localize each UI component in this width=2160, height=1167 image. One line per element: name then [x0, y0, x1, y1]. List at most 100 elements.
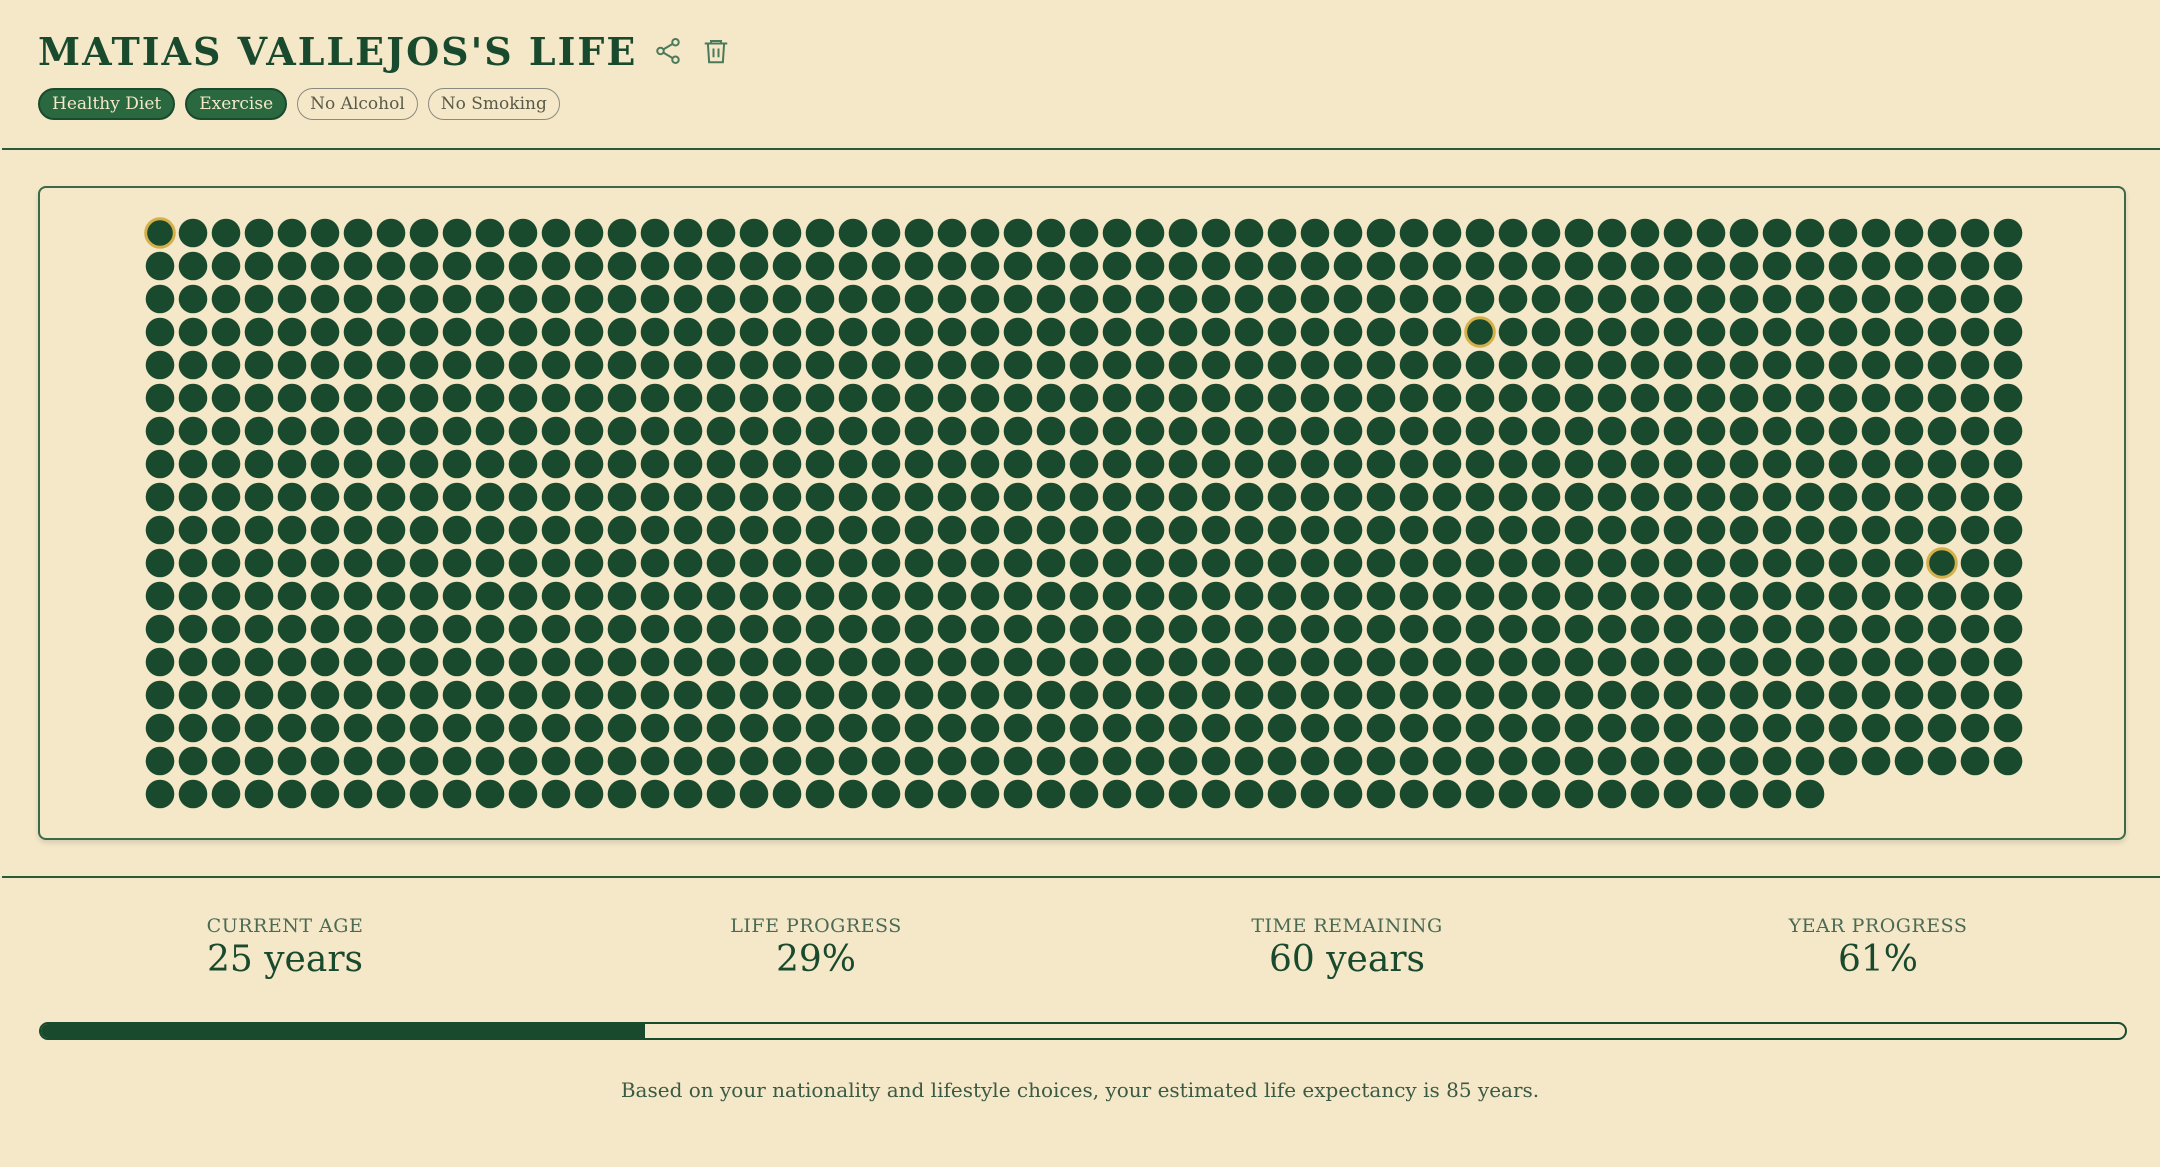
lived-week-dot	[607, 548, 637, 578]
lived-week-dot	[1531, 713, 1561, 743]
lived-week-dot	[838, 482, 868, 512]
tag-exercise[interactable]: Exercise	[185, 88, 288, 120]
lived-week-dot	[277, 449, 307, 479]
lived-week-dot	[145, 746, 175, 776]
lived-week-dot	[310, 482, 340, 512]
lived-week-dot	[409, 515, 439, 545]
lived-week-dot	[1861, 251, 1891, 281]
lived-week-dot	[343, 647, 373, 677]
lived-week-dot	[1762, 647, 1792, 677]
lived-week-dot	[1333, 218, 1363, 248]
lived-week-dot	[1498, 680, 1528, 710]
lived-week-dot	[343, 614, 373, 644]
lived-week-dot	[541, 251, 571, 281]
lived-week-dot	[211, 284, 241, 314]
lived-week-dot	[1234, 746, 1264, 776]
milestone-week-dot	[144, 217, 176, 249]
lived-week-dot	[178, 614, 208, 644]
lived-week-dot	[277, 251, 307, 281]
lived-week-dot	[1036, 317, 1066, 347]
lived-week-dot	[1993, 251, 2023, 281]
lived-week-dot	[1366, 350, 1396, 380]
lived-week-dot	[871, 614, 901, 644]
tag-no-smoking[interactable]: No Smoking	[427, 88, 560, 120]
lived-week-dot	[343, 779, 373, 809]
lived-week-dot	[508, 383, 538, 413]
lived-week-dot	[1729, 317, 1759, 347]
lived-week-dot	[1960, 284, 1990, 314]
lived-week-dot	[1498, 251, 1528, 281]
lived-week-dot	[244, 350, 274, 380]
lived-week-dot	[1267, 383, 1297, 413]
lived-week-dot	[1003, 746, 1033, 776]
lived-week-dot	[508, 581, 538, 611]
lived-week-dot	[541, 548, 571, 578]
lived-week-dot	[1201, 251, 1231, 281]
lived-week-dot	[1531, 383, 1561, 413]
lived-week-dot	[1168, 746, 1198, 776]
lived-week-dot	[640, 482, 670, 512]
lived-week-dot	[409, 416, 439, 446]
lived-week-dot	[1828, 317, 1858, 347]
lived-week-dot	[1531, 779, 1561, 809]
tag-no-alcohol[interactable]: No Alcohol	[297, 88, 418, 120]
lived-week-dot	[1564, 581, 1594, 611]
lived-week-dot	[805, 383, 835, 413]
lived-week-dot	[1729, 350, 1759, 380]
lived-week-dot	[1696, 317, 1726, 347]
lived-week-dot	[442, 482, 472, 512]
lived-week-dot	[970, 449, 1000, 479]
lived-week-dot	[211, 218, 241, 248]
lived-week-dot	[706, 548, 736, 578]
lived-week-dot	[508, 680, 538, 710]
lived-week-dot	[1927, 482, 1957, 512]
lived-week-dot	[1135, 449, 1165, 479]
lived-week-dot	[1366, 614, 1396, 644]
tag-healthy-diet[interactable]: Healthy Diet	[38, 88, 176, 120]
lived-week-dot	[277, 350, 307, 380]
lived-week-dot	[1300, 284, 1330, 314]
lived-week-dot	[442, 548, 472, 578]
share-icon[interactable]	[651, 34, 685, 68]
lived-week-dot	[310, 350, 340, 380]
lived-week-dot	[376, 284, 406, 314]
lived-week-dot	[178, 251, 208, 281]
lived-week-dot	[1498, 647, 1528, 677]
lived-week-dot	[772, 317, 802, 347]
lived-week-dot	[1795, 284, 1825, 314]
lived-week-dot	[838, 383, 868, 413]
lived-week-dot	[508, 251, 538, 281]
lived-week-dot	[1498, 515, 1528, 545]
trash-icon[interactable]	[699, 34, 733, 68]
lived-week-dot	[937, 647, 967, 677]
lived-week-dot	[1399, 614, 1429, 644]
lived-week-dot	[1234, 614, 1264, 644]
lived-week-dot	[1267, 251, 1297, 281]
lived-week-dot	[442, 680, 472, 710]
lived-week-dot	[1234, 515, 1264, 545]
lived-week-dot	[376, 713, 406, 743]
lived-week-dot	[1696, 746, 1726, 776]
lived-week-dot	[1201, 482, 1231, 512]
lived-week-dot	[1663, 548, 1693, 578]
lived-week-dot	[277, 416, 307, 446]
lived-week-dot	[1399, 680, 1429, 710]
lived-week-dot	[574, 548, 604, 578]
lived-week-dot	[1927, 416, 1957, 446]
lived-week-dot	[1003, 218, 1033, 248]
lived-week-dot	[1762, 713, 1792, 743]
lived-week-dot	[1993, 713, 2023, 743]
lived-week-dot	[1663, 482, 1693, 512]
lived-week-dot	[178, 548, 208, 578]
lived-week-dot	[871, 218, 901, 248]
lived-week-dot	[1366, 779, 1396, 809]
lived-week-dot	[1432, 515, 1462, 545]
lived-week-dot	[1432, 251, 1462, 281]
lived-week-dot	[1366, 416, 1396, 446]
lived-week-dot	[541, 647, 571, 677]
lived-week-dot	[409, 251, 439, 281]
lived-week-dot	[211, 251, 241, 281]
lived-week-dot	[442, 713, 472, 743]
lived-week-dot	[937, 383, 967, 413]
lived-week-dot	[1729, 515, 1759, 545]
